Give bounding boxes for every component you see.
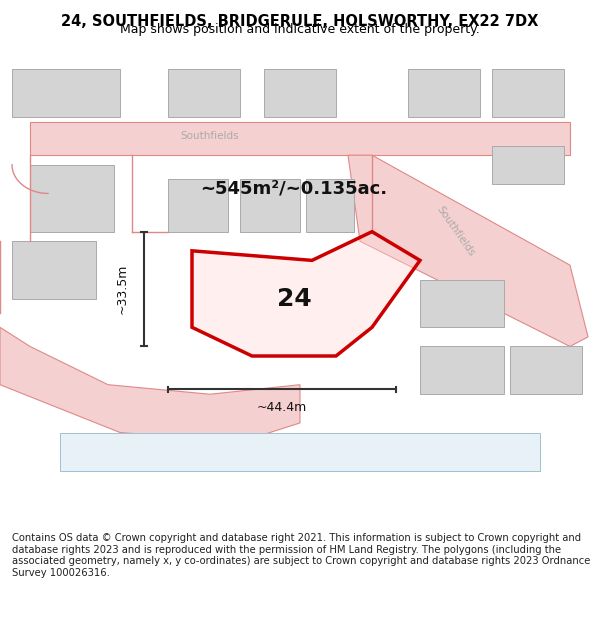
Text: 24, SOUTHFIELDS, BRIDGERULE, HOLSWORTHY, EX22 7DX: 24, SOUTHFIELDS, BRIDGERULE, HOLSWORTHY,… (61, 14, 539, 29)
Text: 24: 24 (277, 287, 311, 311)
Polygon shape (12, 69, 120, 117)
Polygon shape (192, 232, 420, 356)
Text: Contains OS data © Crown copyright and database right 2021. This information is : Contains OS data © Crown copyright and d… (12, 533, 590, 578)
Text: ~44.4m: ~44.4m (257, 401, 307, 414)
Polygon shape (168, 179, 228, 232)
Polygon shape (408, 69, 480, 117)
Polygon shape (348, 155, 588, 346)
Polygon shape (240, 179, 300, 232)
Polygon shape (0, 328, 300, 442)
Polygon shape (306, 179, 354, 232)
Text: Map shows position and indicative extent of the property.: Map shows position and indicative extent… (120, 23, 480, 36)
Polygon shape (12, 241, 96, 299)
Polygon shape (30, 165, 114, 232)
Polygon shape (168, 69, 240, 117)
Text: ~33.5m: ~33.5m (116, 264, 129, 314)
Polygon shape (510, 346, 582, 394)
Polygon shape (492, 146, 564, 184)
Polygon shape (30, 122, 570, 155)
Text: Southfields: Southfields (181, 131, 239, 141)
Text: Southfields: Southfields (435, 205, 477, 259)
Polygon shape (492, 69, 564, 117)
Polygon shape (264, 69, 336, 117)
Polygon shape (60, 432, 540, 471)
Polygon shape (420, 279, 504, 328)
Polygon shape (420, 346, 504, 394)
Text: ~545m²/~0.135ac.: ~545m²/~0.135ac. (200, 179, 388, 198)
